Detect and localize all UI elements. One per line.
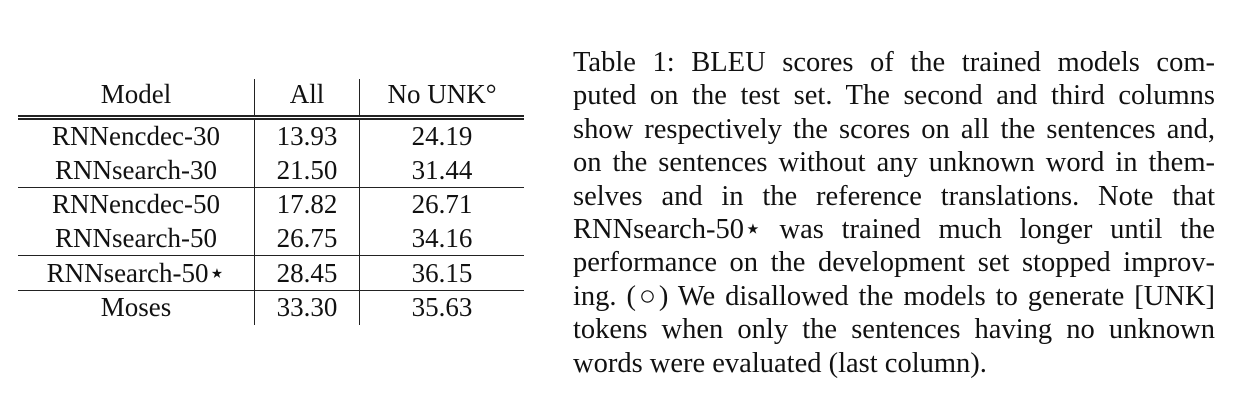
cell-model: RNNencdec-30 bbox=[52, 121, 220, 152]
caption-line: puted on the test set. The second and th… bbox=[573, 80, 1215, 112]
caption-line: tokens when only the sentences having no… bbox=[573, 314, 1215, 346]
cell-all: 26.75 bbox=[254, 221, 360, 257]
cell-all: 13.93 bbox=[254, 117, 360, 154]
cell-no-unk: 31.44 bbox=[359, 153, 524, 189]
caption-line: words were evaluated (last column). bbox=[573, 347, 987, 379]
caption-line: ing. (○) We disallowed the models to gen… bbox=[573, 280, 1215, 312]
table-row: RNNsearch-50⋆ 28.45 36.15 bbox=[18, 255, 524, 291]
table-row: RNNencdec-30 13.93 24.19 bbox=[18, 117, 524, 154]
table-caption: Table 1: BLEU scores of the trained mode… bbox=[573, 46, 1215, 380]
cell-model: RNNencdec-50 bbox=[52, 189, 220, 220]
caption-line: on the sentences without any unknown wor… bbox=[573, 147, 1215, 179]
table-row: RNNsearch-30 21.50 31.44 bbox=[18, 153, 524, 189]
cell-model: Moses bbox=[100, 292, 172, 323]
header-model: Model bbox=[18, 79, 255, 120]
cell-no-unk: 24.19 bbox=[359, 117, 524, 154]
caption-line: selves and in the reference translations… bbox=[573, 180, 1215, 212]
cell-no-unk: 36.15 bbox=[359, 255, 524, 291]
cell-no-unk: 26.71 bbox=[359, 187, 524, 222]
caption-line: performance on the development set stopp… bbox=[573, 247, 1215, 279]
cell-model: RNNsearch-30 bbox=[18, 153, 255, 189]
cell-no-unk: 35.63 bbox=[359, 290, 524, 325]
cell-all: 28.45 bbox=[254, 255, 360, 291]
header-no-unk: No UNK° bbox=[359, 79, 524, 120]
cell-no-unk: 34.16 bbox=[359, 221, 524, 257]
bleu-results-table: Model All No UNK° RNNencdec-30 13.93 24.… bbox=[18, 79, 524, 325]
caption-line: show respectively the scores on all the … bbox=[573, 113, 1215, 145]
results-table-container: Model All No UNK° RNNencdec-30 13.93 24.… bbox=[18, 79, 524, 325]
caption-line: RNNsearch-50⋆ was trained much longer un… bbox=[573, 214, 1215, 246]
cell-model: RNNsearch-50 bbox=[18, 221, 255, 257]
table-row: RNNsearch-50 26.75 34.16 bbox=[18, 221, 524, 257]
table-header-row: Model All No UNK° bbox=[18, 79, 524, 120]
caption-line: Table 1: BLEU scores of the trained mode… bbox=[573, 47, 1215, 78]
table-row: RNNencdec-50 17.82 26.71 bbox=[18, 187, 524, 222]
cell-all: 21.50 bbox=[254, 153, 360, 189]
cell-all: 17.82 bbox=[254, 187, 360, 222]
table-row: Moses 33.30 35.63 bbox=[18, 290, 524, 325]
cell-model: RNNsearch-50⋆ bbox=[18, 255, 255, 291]
header-all: All bbox=[254, 79, 360, 120]
cell-all: 33.30 bbox=[254, 290, 360, 325]
